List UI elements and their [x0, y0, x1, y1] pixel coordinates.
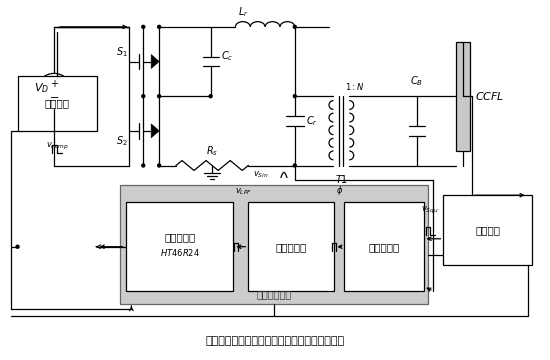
- Circle shape: [142, 95, 145, 98]
- Text: $V_D$: $V_D$: [34, 81, 49, 95]
- Bar: [119, 185, 428, 304]
- Text: 整形電路: 整形電路: [475, 225, 500, 235]
- Circle shape: [158, 164, 161, 167]
- Bar: [18, 76, 97, 131]
- Text: $L_r$: $L_r$: [238, 5, 249, 19]
- Bar: [344, 202, 424, 291]
- Text: $R_s$: $R_s$: [206, 144, 218, 158]
- Circle shape: [293, 164, 296, 167]
- Text: $\phi$: $\phi$: [337, 184, 344, 197]
- Text: $C_B$: $C_B$: [410, 75, 423, 88]
- Polygon shape: [151, 55, 159, 68]
- Circle shape: [142, 164, 145, 167]
- Text: $T1$: $T1$: [335, 174, 348, 185]
- Text: $v_{comp}$: $v_{comp}$: [46, 141, 69, 152]
- Polygon shape: [151, 124, 159, 138]
- Text: −: −: [50, 93, 59, 103]
- Text: $S_2$: $S_2$: [116, 134, 128, 148]
- Bar: [456, 42, 470, 150]
- Text: $v_{Sin}$: $v_{Sin}$: [253, 170, 269, 180]
- Bar: [126, 202, 233, 291]
- Text: $CCFL$: $CCFL$: [475, 90, 504, 102]
- Circle shape: [142, 25, 145, 28]
- Circle shape: [209, 95, 212, 98]
- Text: 鎖相迴路電路: 鎖相迴路電路: [256, 289, 292, 299]
- Bar: [443, 195, 532, 265]
- Text: 壓控振盪器: 壓控振盪器: [164, 232, 196, 242]
- Circle shape: [158, 95, 161, 98]
- Text: $S_1$: $S_1$: [116, 45, 128, 59]
- Text: $C_r$: $C_r$: [306, 114, 318, 128]
- Text: $1:N$: $1:N$: [345, 81, 365, 92]
- Circle shape: [293, 25, 296, 28]
- Text: +: +: [50, 79, 58, 89]
- Text: 相位鑑別器: 相位鑑別器: [368, 242, 399, 252]
- Circle shape: [16, 245, 19, 248]
- Circle shape: [293, 95, 296, 98]
- Circle shape: [158, 25, 161, 28]
- Bar: [248, 202, 334, 291]
- Text: 驅動電路: 驅動電路: [45, 99, 70, 109]
- Text: $v_{LPF}$: $v_{LPF}$: [235, 187, 252, 197]
- Text: $HT46R24$: $HT46R24$: [160, 247, 200, 258]
- Text: 低通濾波器: 低通濾波器: [276, 242, 307, 252]
- Text: 圖七　以鎖相迴路為基礎之背光換流器之結構圖: 圖七 以鎖相迴路為基礎之背光換流器之結構圖: [206, 336, 344, 346]
- Text: $C_c$: $C_c$: [221, 50, 233, 63]
- Text: $v_{Squ}$: $v_{Squ}$: [421, 204, 438, 216]
